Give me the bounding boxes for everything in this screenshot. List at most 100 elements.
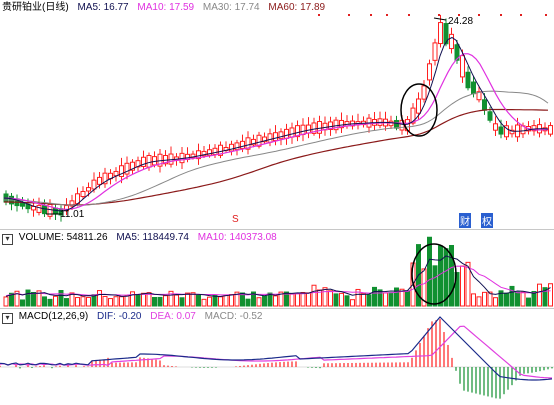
candlestick-chart-panel[interactable]: 贵研铂业(日线) MA5: 16.77 MA10: 17.59 MA30: 17… <box>0 0 554 228</box>
candle-body <box>86 187 91 192</box>
candle-body <box>141 156 146 167</box>
event-dot <box>370 14 372 16</box>
candle-body <box>394 120 399 129</box>
volume-legend: ▾ VOLUME: 54811.26 MA5: 118449.74 MA10: … <box>2 232 283 245</box>
candle-body <box>460 55 465 78</box>
candle-body <box>146 154 152 168</box>
candle-body <box>454 44 460 61</box>
candle-body <box>427 63 432 81</box>
macd-value: MACD: -0.52 <box>204 311 263 322</box>
volume-bar <box>42 296 47 307</box>
candle-body <box>432 42 438 61</box>
volume-bar <box>135 294 141 307</box>
volume-bar <box>69 292 75 307</box>
ma30-value: MA30: 17.74 <box>202 2 260 13</box>
candle-body <box>196 150 201 160</box>
volume-bar <box>124 295 130 307</box>
price-chart-canvas[interactable] <box>0 0 554 228</box>
dif-line <box>0 316 553 381</box>
volume-bar <box>460 265 465 307</box>
s-marker[interactable]: S <box>232 214 239 225</box>
candle-body <box>240 140 245 149</box>
candle-body <box>328 121 333 130</box>
event-dot <box>458 14 460 16</box>
volume-bar <box>289 293 295 307</box>
candle-body <box>69 200 75 207</box>
volume-chart-canvas[interactable] <box>0 230 554 308</box>
candle-body <box>289 127 295 138</box>
volume-bar <box>20 299 25 307</box>
candle-body <box>91 179 97 190</box>
volume-bar <box>36 290 42 307</box>
volume-bar <box>399 288 405 307</box>
candle-body <box>493 123 498 131</box>
volume-bar <box>487 291 493 307</box>
collapse-icon[interactable]: ▾ <box>2 234 13 245</box>
volume-bar <box>542 287 548 307</box>
event-dot <box>318 14 320 16</box>
event-dot <box>348 14 350 16</box>
volume-bar <box>537 283 542 307</box>
event-dot <box>408 14 410 16</box>
volume-bar <box>14 290 20 307</box>
macd-chart-canvas[interactable] <box>0 309 554 405</box>
volume-bar <box>394 287 399 307</box>
volume-bar <box>185 292 190 307</box>
volume-bar <box>102 295 108 307</box>
candle-body <box>339 119 344 129</box>
volume-bar <box>526 297 531 307</box>
ma60-line <box>4 108 549 206</box>
candle-body <box>273 132 278 142</box>
macd-panel[interactable]: ▾ MACD(12,26,9) DIF: -0.20 DEA: 0.07 MAC… <box>0 308 554 405</box>
volume-bar <box>454 272 460 307</box>
volume-bar <box>520 291 526 307</box>
volume-bar <box>157 296 163 307</box>
candle-body <box>548 125 553 135</box>
volume-bar <box>113 296 119 307</box>
volume-bar <box>229 294 234 307</box>
volume-bar <box>80 296 86 307</box>
volume-bar <box>531 291 537 307</box>
candle-body <box>333 119 339 131</box>
candle-body <box>201 150 207 157</box>
macd-title: MACD(12,26,9) <box>18 311 89 322</box>
volume-bar <box>190 292 196 307</box>
volume-bar <box>152 296 157 307</box>
volume-bar <box>245 298 251 307</box>
volume-bar <box>377 289 383 307</box>
candle-body <box>300 124 306 136</box>
event-dot <box>438 14 440 16</box>
volume-bar <box>350 299 355 307</box>
volume-ma10-line <box>5 265 551 297</box>
collapse-icon[interactable]: ▾ <box>2 313 13 324</box>
candle-body <box>31 205 36 211</box>
candle-body <box>311 122 317 134</box>
candle-body <box>421 85 427 100</box>
volume-bar <box>130 291 135 307</box>
volume-bar <box>58 290 64 307</box>
volume-bar <box>267 292 273 307</box>
dea-value: DEA: 0.07 <box>150 311 196 322</box>
volume-value: VOLUME: 54811.26 <box>18 232 108 243</box>
finance-marker[interactable]: 财 <box>459 213 471 228</box>
candle-body <box>504 125 509 138</box>
volume-ma5-value: MA5: 118449.74 <box>116 232 189 243</box>
volume-bar <box>3 296 9 307</box>
volume-ma10-value: MA10: 140373.08 <box>197 232 277 243</box>
volume-bar <box>201 298 207 307</box>
volume-bar <box>383 292 388 307</box>
volume-bar <box>355 288 361 307</box>
volume-bar <box>372 286 377 307</box>
candle-body <box>482 99 487 111</box>
volume-bar <box>339 292 344 307</box>
candle-body <box>509 129 515 135</box>
volume-bar <box>273 295 278 307</box>
volume-bar <box>471 293 476 307</box>
volume-bar <box>311 284 317 307</box>
candle-body <box>212 147 218 156</box>
candle-body <box>416 98 421 114</box>
candle-body <box>438 22 443 45</box>
rights-marker[interactable]: 权 <box>481 213 493 228</box>
volume-panel[interactable]: ▾ VOLUME: 54811.26 MA5: 118449.74 MA10: … <box>0 229 554 308</box>
volume-bar <box>174 294 179 307</box>
